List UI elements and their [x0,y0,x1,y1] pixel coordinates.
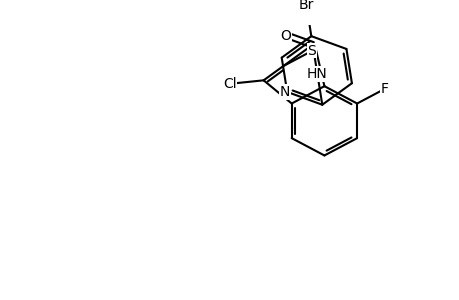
Text: Cl: Cl [223,77,236,91]
Text: Br: Br [298,0,313,12]
Text: HN: HN [306,67,327,81]
Text: S: S [307,44,315,58]
Text: O: O [280,29,291,43]
Text: N: N [280,85,290,99]
Text: F: F [380,82,388,96]
